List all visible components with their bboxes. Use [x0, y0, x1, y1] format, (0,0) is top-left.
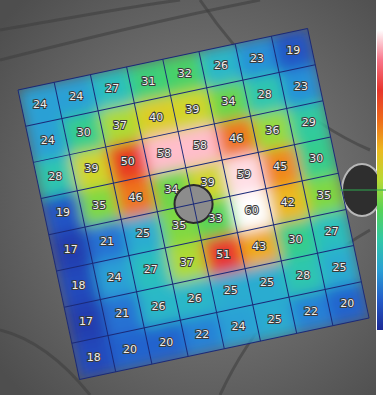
data-label: 33 [208, 212, 222, 225]
data-label: 20 [340, 297, 354, 310]
data-label: 30 [289, 233, 303, 246]
cells [18, 28, 369, 379]
data-label: 26 [214, 59, 228, 72]
data-label: 30 [309, 152, 323, 165]
data-label: 40 [149, 111, 163, 124]
data-label: 60 [245, 204, 259, 217]
data-label: 26 [151, 300, 165, 313]
data-label: 24 [41, 134, 55, 147]
data-label: 23 [294, 80, 308, 93]
color-bar [377, 30, 383, 330]
data-label: 27 [105, 82, 119, 95]
data-label: 28 [48, 170, 62, 183]
data-label: 58 [193, 139, 207, 152]
chart-svg: 24 24 27 31 32 26 23 19 24 30 37 40 39 34 28 23 28 39 50 58… [0, 0, 386, 395]
data-label: 39 [201, 176, 215, 189]
data-label: 50 [121, 155, 135, 168]
grid-line [80, 318, 370, 380]
data-label: 43 [252, 240, 266, 253]
data-label: 25 [260, 276, 274, 289]
vessel [0, 0, 180, 30]
data-label: 17 [79, 315, 93, 328]
grid-line [18, 28, 308, 90]
data-label: 24 [108, 271, 122, 284]
data-label: 35 [92, 199, 106, 212]
data-label: 17 [64, 243, 78, 256]
data-label: 25 [268, 313, 282, 326]
data-label: 26 [188, 292, 202, 305]
data-label: 18 [71, 279, 85, 292]
data-label: 20 [159, 336, 173, 349]
data-label: 58 [157, 147, 171, 160]
grid-group: 24 24 27 31 32 26 23 19 24 30 37 40 39 34 28 23 28 39 50 58… [18, 28, 370, 380]
data-label: 45 [273, 160, 287, 173]
data-label: 46 [229, 132, 243, 145]
data-label: 39 [85, 162, 99, 175]
data-label: 36 [265, 124, 279, 137]
data-label: 51 [216, 248, 230, 261]
data-label: 37 [113, 119, 127, 132]
data-label: 21 [115, 307, 129, 320]
data-label: 25 [136, 227, 150, 240]
data-label: 35 [172, 219, 186, 232]
data-label: 42 [281, 196, 295, 209]
data-label: 30 [77, 126, 91, 139]
data-label: 19 [56, 206, 70, 219]
grid-line [56, 209, 346, 271]
data-label: 24 [232, 320, 246, 333]
grid-line [41, 137, 331, 199]
data-label: 23 [250, 52, 264, 65]
grid-line [33, 101, 323, 163]
grid-line [49, 173, 339, 235]
data-labels: 24 24 27 31 32 26 23 19 24 30 37 40 39 34 28 23 28 39 50 58… [30, 41, 356, 367]
data-label: 34 [222, 95, 236, 108]
data-label: 32 [178, 67, 192, 80]
data-label: 20 [123, 343, 137, 356]
data-label: 28 [296, 269, 310, 282]
data-label: 28 [258, 88, 272, 101]
grid-line [72, 282, 362, 344]
data-label: 24 [69, 90, 83, 103]
data-label: 21 [100, 235, 114, 248]
data-label: 37 [180, 256, 194, 269]
data-label: 22 [304, 305, 318, 318]
data-label: 34 [165, 183, 179, 196]
data-label: 22 [195, 328, 209, 341]
grid-line [64, 246, 354, 308]
data-label: 31 [142, 75, 156, 88]
grid-lines [18, 28, 369, 379]
scan-marker [340, 190, 386, 191]
data-label: 29 [302, 116, 316, 129]
fundus-background [0, 0, 376, 395]
data-label: 27 [325, 225, 339, 238]
data-label: 19 [286, 44, 300, 57]
data-label: 46 [128, 191, 142, 204]
cells-clip [18, 28, 369, 379]
data-label: 25 [224, 284, 238, 297]
grid-line [26, 65, 316, 127]
data-label: 39 [185, 103, 199, 116]
data-label: 25 [332, 261, 346, 274]
data-label: 24 [33, 98, 47, 111]
vessels [0, 0, 370, 395]
data-label: 27 [144, 263, 158, 276]
data-label: 59 [237, 168, 251, 181]
data-label: 35 [317, 189, 331, 202]
data-label: 18 [87, 351, 101, 364]
